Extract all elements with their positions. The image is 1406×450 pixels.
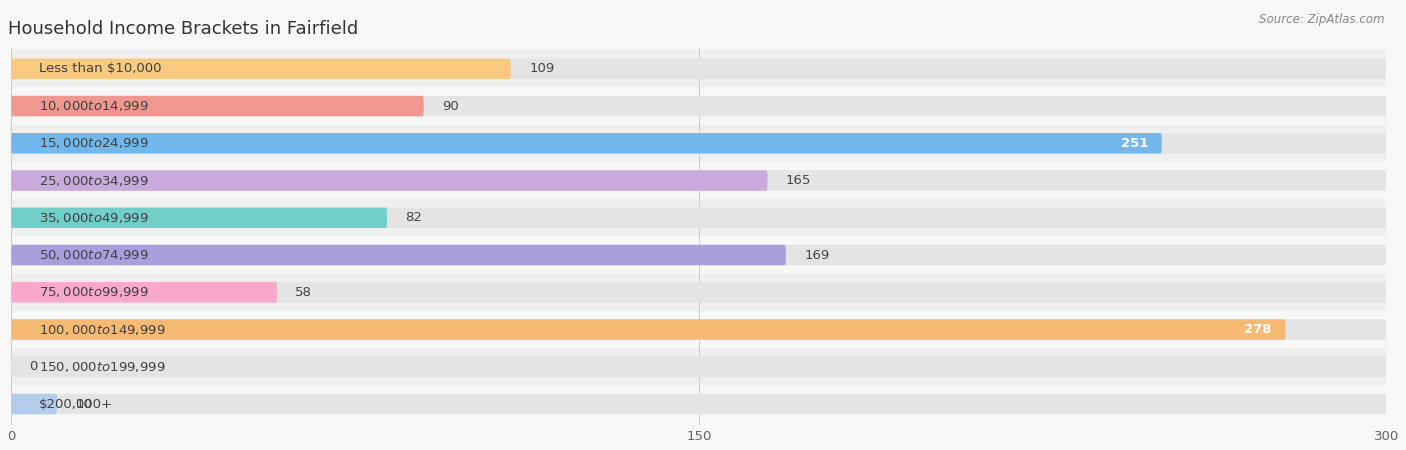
FancyBboxPatch shape (11, 320, 1386, 340)
FancyBboxPatch shape (1, 348, 1396, 385)
FancyBboxPatch shape (1, 311, 1396, 348)
Text: 0: 0 (30, 360, 38, 373)
FancyBboxPatch shape (11, 207, 1386, 228)
FancyBboxPatch shape (11, 394, 1386, 414)
FancyBboxPatch shape (11, 282, 1386, 302)
Text: $200,000+: $200,000+ (38, 397, 112, 410)
Text: Less than $10,000: Less than $10,000 (38, 62, 162, 75)
FancyBboxPatch shape (11, 170, 768, 191)
Text: $25,000 to $34,999: $25,000 to $34,999 (38, 174, 148, 188)
Text: $150,000 to $199,999: $150,000 to $199,999 (38, 360, 165, 374)
FancyBboxPatch shape (11, 245, 786, 266)
FancyBboxPatch shape (1, 50, 1396, 87)
Text: 251: 251 (1121, 137, 1149, 150)
FancyBboxPatch shape (1, 125, 1396, 162)
FancyBboxPatch shape (11, 356, 1386, 377)
FancyBboxPatch shape (11, 58, 1386, 79)
FancyBboxPatch shape (1, 87, 1396, 125)
Text: 109: 109 (529, 62, 554, 75)
Text: $75,000 to $99,999: $75,000 to $99,999 (38, 285, 148, 299)
Text: Source: ZipAtlas.com: Source: ZipAtlas.com (1260, 14, 1385, 27)
Text: 278: 278 (1244, 323, 1272, 336)
FancyBboxPatch shape (1, 162, 1396, 199)
FancyBboxPatch shape (11, 58, 510, 79)
Text: 10: 10 (76, 397, 93, 410)
FancyBboxPatch shape (11, 207, 387, 228)
FancyBboxPatch shape (11, 96, 1386, 116)
FancyBboxPatch shape (11, 282, 277, 302)
FancyBboxPatch shape (11, 245, 1386, 266)
Text: 90: 90 (441, 99, 458, 112)
Text: 82: 82 (405, 212, 422, 224)
Text: $35,000 to $49,999: $35,000 to $49,999 (38, 211, 148, 225)
FancyBboxPatch shape (1, 199, 1396, 236)
FancyBboxPatch shape (1, 274, 1396, 311)
FancyBboxPatch shape (11, 133, 1386, 153)
FancyBboxPatch shape (11, 394, 58, 414)
Text: $15,000 to $24,999: $15,000 to $24,999 (38, 136, 148, 150)
Text: $10,000 to $14,999: $10,000 to $14,999 (38, 99, 148, 113)
FancyBboxPatch shape (11, 96, 423, 116)
FancyBboxPatch shape (1, 385, 1396, 423)
Text: 58: 58 (295, 286, 312, 299)
Text: 169: 169 (804, 248, 830, 261)
FancyBboxPatch shape (1, 236, 1396, 274)
Text: $100,000 to $149,999: $100,000 to $149,999 (38, 323, 165, 337)
FancyBboxPatch shape (11, 170, 1386, 191)
FancyBboxPatch shape (11, 133, 1161, 153)
Text: $50,000 to $74,999: $50,000 to $74,999 (38, 248, 148, 262)
Text: 165: 165 (786, 174, 811, 187)
FancyBboxPatch shape (11, 320, 1285, 340)
Text: Household Income Brackets in Fairfield: Household Income Brackets in Fairfield (8, 20, 359, 38)
